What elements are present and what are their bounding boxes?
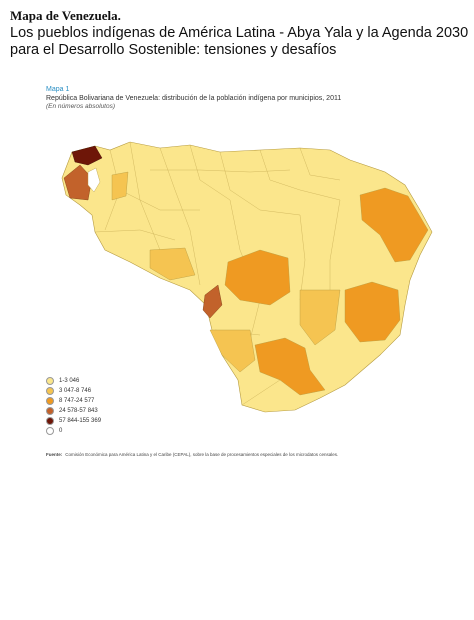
legend: 1-3 046 3 047-8 746 8 747-24 577 24 578-57 … bbox=[46, 376, 101, 436]
municipal-borders bbox=[94, 141, 341, 406]
legend-swatch bbox=[46, 387, 54, 395]
region-top bbox=[71, 145, 103, 166]
legend-label: 57 844-155 369 bbox=[59, 418, 102, 424]
legend-label: 24 578-57 843 bbox=[59, 408, 98, 414]
lake bbox=[87, 167, 101, 193]
legend-label: 3 047-8 746 bbox=[59, 388, 92, 394]
figure-label: Mapa 1 bbox=[46, 86, 70, 93]
region-veryhigh bbox=[359, 187, 429, 263]
legend-label: 0 bbox=[59, 428, 63, 434]
legend-swatch bbox=[46, 397, 54, 405]
legend-swatch bbox=[46, 427, 54, 435]
legend-label: 8 747-24 577 bbox=[59, 398, 95, 404]
legend-item: 0 bbox=[46, 426, 101, 436]
source: Fuente: Comisión Económica para América L… bbox=[46, 452, 446, 457]
legend-swatch bbox=[46, 407, 54, 415]
legend-item: 8 747-24 577 bbox=[46, 396, 101, 406]
legend-swatch bbox=[46, 377, 54, 385]
region-high bbox=[209, 329, 256, 373]
region-max bbox=[202, 284, 223, 319]
source-label: Fuente: bbox=[46, 452, 63, 457]
source-text: Comisión Económica para América Latina y… bbox=[65, 452, 339, 457]
region-veryhigh bbox=[344, 281, 401, 343]
legend-item: 57 844-155 369 bbox=[46, 416, 101, 426]
legend-swatch bbox=[46, 417, 54, 425]
region-max bbox=[63, 164, 93, 201]
legend-item: 3 047-8 746 bbox=[46, 386, 101, 396]
page-subtitle: Los pueblos indígenas de América Latina … bbox=[10, 25, 469, 58]
legend-label: 1-3 046 bbox=[59, 378, 80, 384]
figure-note: (En números absolutos) bbox=[46, 103, 116, 110]
page-title: Mapa de Venezuela. bbox=[10, 8, 121, 23]
region-high bbox=[149, 247, 196, 281]
figure-title: República Bolivariana de Venezuela: dist… bbox=[46, 95, 342, 102]
region-veryhigh bbox=[224, 249, 291, 306]
legend-item: 24 578-57 843 bbox=[46, 406, 101, 416]
region-veryhigh bbox=[254, 337, 326, 396]
region-high bbox=[111, 171, 129, 201]
region-high bbox=[299, 289, 341, 346]
legend-item: 1-3 046 bbox=[46, 376, 101, 386]
